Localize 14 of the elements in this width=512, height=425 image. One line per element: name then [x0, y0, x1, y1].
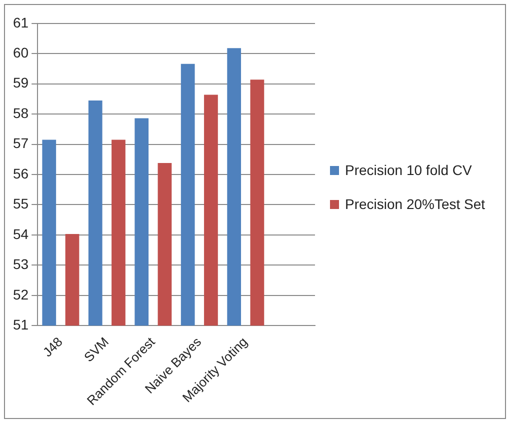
y-tick-label: 55 [12, 196, 29, 212]
y-tick-label: 61 [12, 14, 29, 30]
y-tick-label: 57 [12, 135, 29, 152]
x-tick-label: J48 [40, 334, 66, 360]
y-tick-label: 52 [12, 286, 29, 302]
y-tick-label: 56 [12, 165, 29, 182]
y-tick-label: 58 [12, 104, 29, 121]
legend-label: Precision 20%Test Set [345, 195, 486, 214]
y-tick-label: 59 [12, 74, 29, 91]
y-tick-label: 53 [12, 256, 29, 272]
y-tick-label: 60 [12, 44, 29, 60]
y-tick-label: 51 [12, 316, 29, 332]
y-tick-label: 54 [12, 226, 29, 242]
legend-label: Precision 10 fold CV [345, 161, 472, 180]
